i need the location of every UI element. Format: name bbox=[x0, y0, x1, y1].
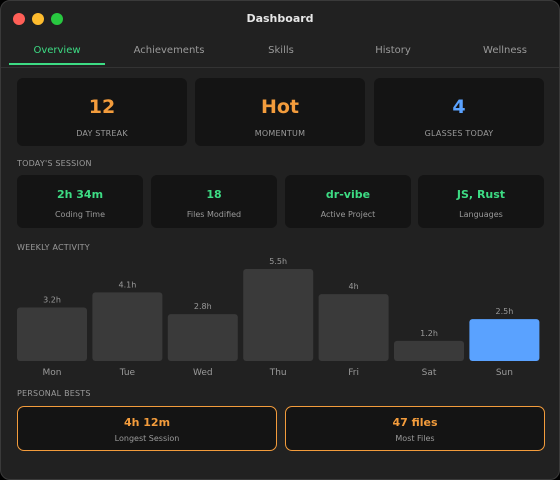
bar-value-sun: 2.5h bbox=[496, 307, 514, 316]
bar-value-thu: 5.5h bbox=[269, 257, 287, 266]
glasses-label: GLASSES TODAY bbox=[424, 129, 494, 138]
bar-mon bbox=[17, 307, 87, 361]
stat-card-glasses: 4 GLASSES TODAY bbox=[374, 78, 544, 146]
bar-wed bbox=[167, 314, 238, 361]
window-title: Dashboard bbox=[246, 12, 314, 25]
most-files-label: Most Files bbox=[395, 434, 435, 443]
bar-sat bbox=[394, 340, 464, 361]
bar-value-sat: 1.2h bbox=[420, 329, 438, 338]
stat-card-streak: 12 DAY STREAK bbox=[17, 78, 187, 146]
session-card-files-modified: 18 Files Modified bbox=[151, 175, 277, 228]
day-label-sun: Sun bbox=[496, 368, 513, 378]
active-tab-indicator bbox=[9, 63, 105, 65]
longest-session-label: Longest Session bbox=[114, 434, 180, 443]
glasses-value: 4 bbox=[452, 96, 466, 118]
active-project-label: Active Project bbox=[320, 210, 376, 219]
tab-history[interactable]: History bbox=[375, 45, 411, 56]
session-heading: TODAY'S SESSION bbox=[17, 159, 92, 168]
coding-time-label: Coding Time bbox=[54, 210, 106, 219]
minimize-window-button[interactable] bbox=[32, 13, 44, 25]
weekly-heading: WEEKLY ACTIVITY bbox=[17, 243, 90, 252]
day-label-sat: Sat bbox=[422, 368, 437, 378]
session-card-coding-time: 2h 34m Coding Time bbox=[17, 175, 143, 228]
streak-value: 12 bbox=[88, 96, 116, 118]
bar-value-fri: 4h bbox=[349, 282, 359, 291]
best-card-longest-session: 4h 12m Longest Session bbox=[17, 406, 277, 451]
tab-overview[interactable]: Overview bbox=[33, 45, 81, 56]
day-label-tue: Tue bbox=[119, 368, 136, 378]
tab-wellness[interactable]: Wellness bbox=[483, 45, 527, 56]
bar-value-wed: 2.8h bbox=[194, 302, 212, 311]
bar-value-tue: 4.1h bbox=[119, 280, 137, 289]
momentum-label: MOMENTUM bbox=[254, 129, 306, 138]
day-label-fri: Fri bbox=[348, 368, 359, 378]
bests-heading: PERSONAL BESTS bbox=[17, 389, 91, 398]
bar-thu bbox=[243, 269, 314, 361]
momentum-value: Hot bbox=[260, 96, 300, 118]
bar-value-mon: 3.2h bbox=[43, 295, 61, 304]
best-card-most-files: 47 files Most Files bbox=[285, 406, 545, 451]
maximize-window-button[interactable] bbox=[51, 13, 63, 25]
tab-bar: Overview Achievements Skills History Wel… bbox=[1, 37, 559, 68]
files-modified-label: Files Modified bbox=[186, 210, 242, 219]
languages-label: Languages bbox=[459, 210, 503, 219]
active-project-value: dr-vibe bbox=[325, 188, 371, 201]
tab-achievements[interactable]: Achievements bbox=[133, 45, 205, 56]
streak-label: DAY STREAK bbox=[76, 129, 128, 138]
session-card-languages: JS, Rust Languages bbox=[418, 175, 544, 228]
day-label-wed: Wed bbox=[193, 368, 213, 378]
files-modified-value: 18 bbox=[206, 188, 222, 201]
weekly-activity-chart: 3.2h Mon 4.1h Tue 2.8h Wed 5.5h Thu 4h Fri 1.2h Sat… bbox=[17, 257, 540, 378]
title-bar: Dashboard bbox=[1, 1, 559, 37]
day-label-thu: Thu bbox=[269, 368, 287, 378]
stat-card-momentum: Hot MOMENTUM bbox=[195, 78, 365, 146]
longest-session-value: 4h 12m bbox=[123, 416, 171, 429]
bar-fri bbox=[318, 294, 389, 361]
languages-value: JS, Rust bbox=[456, 188, 506, 201]
most-files-value: 47 files bbox=[392, 416, 438, 429]
bar-tue bbox=[92, 292, 163, 361]
day-label-mon: Mon bbox=[43, 368, 62, 378]
tab-skills[interactable]: Skills bbox=[268, 45, 294, 56]
bar-sun bbox=[469, 319, 540, 361]
coding-time-value: 2h 34m bbox=[56, 188, 104, 201]
session-card-active-project: dr-vibe Active Project bbox=[285, 175, 411, 228]
close-window-button[interactable] bbox=[13, 13, 25, 25]
